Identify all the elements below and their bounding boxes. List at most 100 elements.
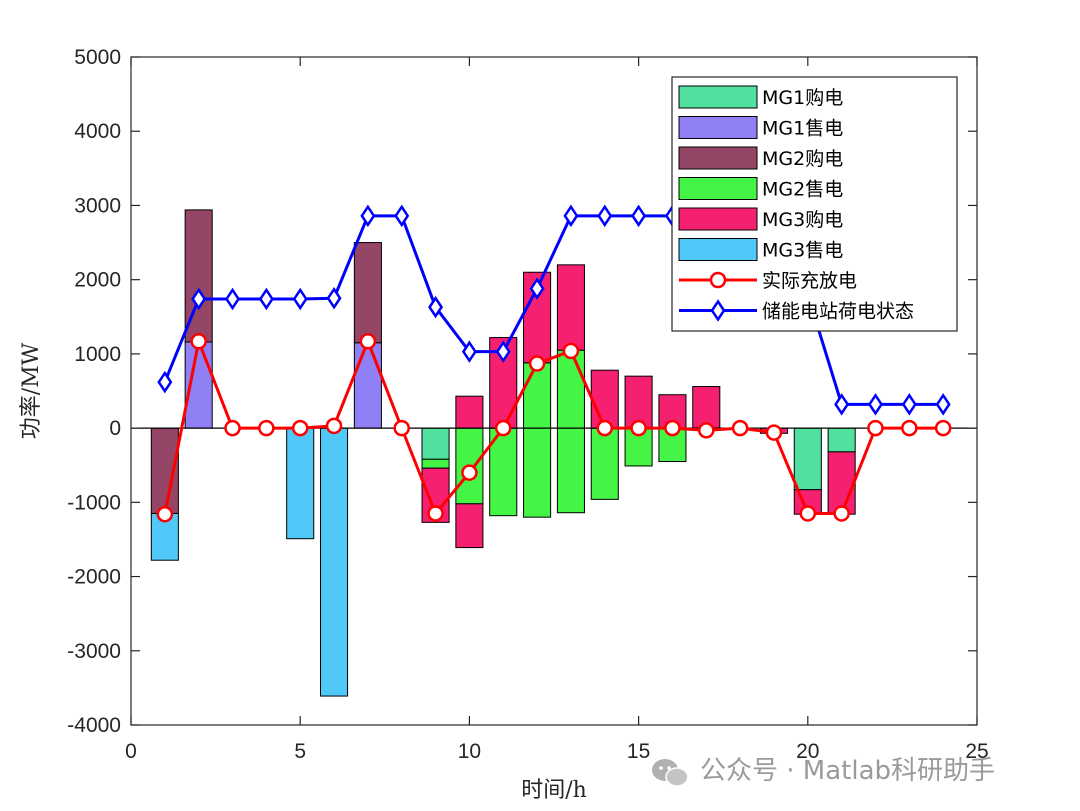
point-s0-x14 — [596, 419, 614, 437]
legend-label: MG3售电 — [762, 240, 843, 262]
legend-label: MG1购电 — [762, 87, 843, 109]
y-tick-label: -3000 — [67, 640, 121, 663]
bar-s3-x9-neg — [421, 458, 450, 469]
bar-s3-x13-neg — [556, 427, 585, 514]
point-s1-x23 — [901, 393, 917, 416]
legend: MG1购电 MG1售电 MG2购电 MG2售电 MG3购电 MG3售电实际充放电储能电站荷… — [671, 76, 958, 332]
point-s1-x11 — [495, 340, 511, 363]
y-tick-label: 5000 — [74, 46, 121, 69]
bar-s3-x13-pos — [556, 349, 585, 429]
watermark: 公众号 · Matlab科研助手 — [652, 756, 995, 787]
legend-label: MG1售电 — [762, 118, 843, 140]
point-s1-x8 — [394, 204, 410, 228]
ticks-layer: 0 5 10 15 20 25 -4000 -3000 -2000 -1000 0 1000 2000 3… — [67, 46, 988, 763]
y-tick-label: 2000 — [74, 269, 121, 292]
legend-swatch — [678, 177, 758, 200]
point-s1-x6 — [326, 286, 342, 310]
point-s1-x2 — [191, 287, 207, 311]
bar-s4-x10-neg — [455, 503, 484, 549]
legend-label: MG2购电 — [762, 148, 843, 170]
point-s0-x13 — [562, 342, 580, 360]
y-tick-label: 4000 — [74, 120, 121, 143]
bar-s3-x16-neg — [658, 427, 687, 463]
point-s1-x22 — [867, 393, 883, 416]
axes-box — [130, 56, 978, 726]
bar-s0-x21-neg — [827, 427, 856, 453]
bar-s3-x14-neg — [590, 427, 619, 500]
y-tick-label: 0 — [109, 417, 121, 440]
y-tick-label: -1000 — [67, 491, 121, 514]
legend-marker — [710, 299, 726, 322]
point-s0-x11 — [494, 419, 512, 437]
y-tick-label: -4000 — [67, 714, 121, 737]
y-tick-label: -2000 — [67, 566, 121, 589]
point-s1-x1 — [157, 370, 173, 394]
point-s0-x18 — [731, 419, 749, 437]
point-s1-x10 — [461, 340, 477, 363]
watermark-text: 公众号 · Matlab科研助手 — [700, 756, 995, 786]
y-tick-label: 3000 — [74, 194, 121, 217]
x-tick-label: 25 — [965, 740, 988, 763]
point-s1-x7 — [360, 204, 376, 228]
point-s0-x9 — [427, 505, 444, 522]
point-s1-x24 — [935, 393, 951, 416]
point-s1-x15 — [631, 204, 647, 228]
x-tick-label: 15 — [627, 740, 650, 763]
point-s0-x2 — [190, 333, 207, 350]
bar-s5-x6-neg — [320, 427, 349, 697]
point-s0-x19 — [765, 424, 783, 441]
legend-label: MG3购电 — [762, 209, 843, 231]
bar-s0-x20-neg — [793, 427, 822, 491]
bar-s3-x12-pos — [523, 362, 552, 429]
point-s0-x21 — [833, 505, 850, 522]
bar-s4-x17-pos — [692, 386, 721, 429]
point-s0-x7 — [359, 333, 377, 350]
bar-s5-x5-neg — [286, 427, 315, 540]
point-s0-x23 — [901, 419, 918, 437]
point-s1-x3 — [225, 287, 241, 311]
point-s0-x15 — [630, 419, 647, 437]
legend-label: MG2售电 — [762, 179, 843, 201]
x-tick-label: 20 — [796, 740, 819, 763]
point-s1-x5 — [292, 287, 308, 311]
bar-s4-x13-pos — [556, 264, 585, 351]
legend-label: 实际充放电 — [762, 270, 857, 292]
bar-s4-x10-pos — [455, 395, 484, 429]
x-tick-label: 0 — [125, 740, 137, 763]
point-s0-x5 — [291, 419, 309, 437]
point-s0-x6 — [325, 417, 343, 435]
legend-swatch — [678, 207, 758, 231]
legend-marker — [709, 271, 727, 289]
bar-s3-x11-neg — [489, 427, 518, 517]
bar-s4-x21-neg — [827, 451, 856, 515]
point-s1-x9 — [428, 295, 444, 319]
legend-swatch — [678, 238, 758, 261]
point-s0-x8 — [393, 419, 410, 437]
point-s0-x22 — [867, 419, 884, 437]
point-s0-x17 — [698, 422, 715, 439]
wechat-icon — [652, 759, 689, 787]
point-s0-x24 — [934, 419, 952, 437]
legend-swatch — [678, 85, 758, 109]
point-s0-x20 — [799, 505, 817, 522]
bar-s4-x9-neg — [421, 467, 450, 523]
point-s1-x14 — [597, 204, 613, 228]
bar-s1-x7-pos — [353, 342, 382, 429]
legend-swatch — [678, 146, 758, 170]
x-axis-label: 时间/h — [521, 778, 587, 803]
bar-s3-x12-neg — [523, 427, 552, 518]
point-s0-x10 — [461, 464, 478, 481]
point-s0-x4 — [258, 419, 275, 437]
point-s0-x12 — [528, 355, 546, 372]
legend-box — [671, 76, 958, 332]
point-s1-x4 — [258, 287, 274, 311]
y-tick-label: 1000 — [74, 343, 121, 366]
x-tick-label: 5 — [294, 740, 306, 763]
point-s1-x13 — [563, 204, 579, 228]
x-tick-label: 10 — [458, 740, 481, 763]
bar-s4-x15-pos — [624, 375, 653, 429]
point-s1-x12 — [529, 277, 545, 300]
point-s0-x16 — [664, 419, 681, 437]
y-axis-label: 功率/MW — [19, 342, 44, 439]
